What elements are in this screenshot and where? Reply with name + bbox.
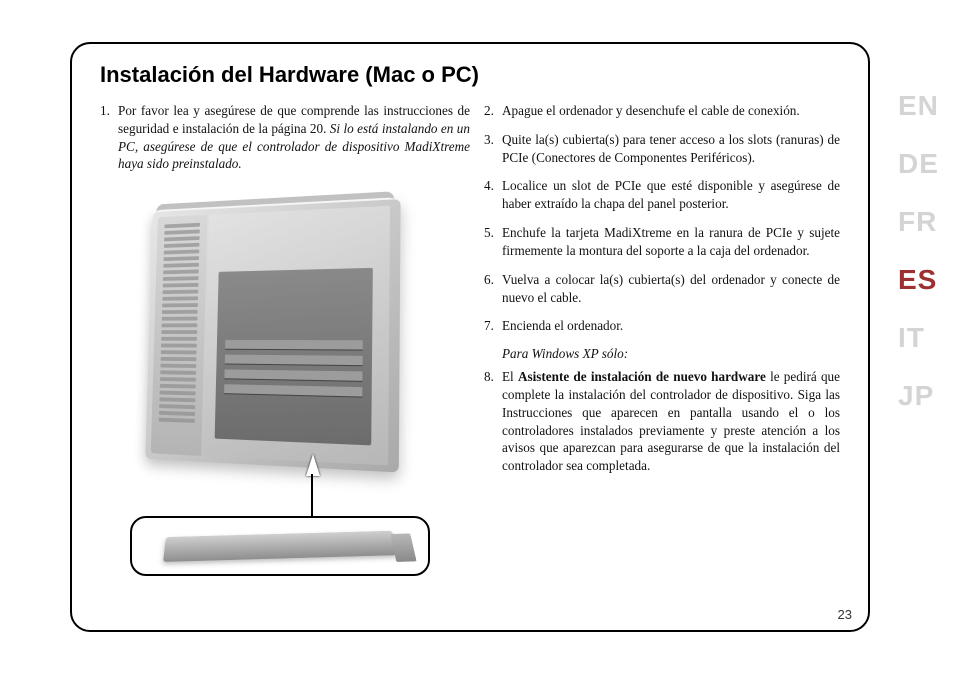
step-number: 3. xyxy=(484,131,502,167)
pcie-card-callout xyxy=(130,516,430,576)
arrow-up-icon xyxy=(306,454,320,476)
step-number: 7. xyxy=(484,317,502,335)
step-number: 1. xyxy=(100,102,118,173)
step-7: 7. Encienda el ordenador. xyxy=(484,317,840,335)
step-5: 5. Enchufe la tarjeta MadiXtreme en la r… xyxy=(484,224,840,260)
lang-tab-jp[interactable]: JP xyxy=(898,380,934,412)
left-column: 1. Por favor lea y asegúrese de que comp… xyxy=(100,102,470,584)
step-1: 1. Por favor lea y asegúrese de que comp… xyxy=(100,102,470,173)
step-8: 8. El Asistente de instalación de nuevo … xyxy=(484,368,840,475)
step-text: Encienda el ordenador. xyxy=(502,317,840,335)
step8-part-c: le pedirá que complete la instalación de… xyxy=(502,369,840,473)
step-3: 3. Quite la(s) cubierta(s) para tener ac… xyxy=(484,131,840,167)
pcie-card-illustration xyxy=(163,531,397,562)
step8-bold: Asistente de instalación de nuevo hardwa… xyxy=(518,369,766,384)
step-text: El Asistente de instalación de nuevo har… xyxy=(502,368,840,475)
step-text: Localice un slot de PCIe que esté dispon… xyxy=(502,177,840,213)
lang-tab-fr[interactable]: FR xyxy=(898,206,937,238)
lang-tab-es[interactable]: ES xyxy=(898,264,937,296)
step-number: 6. xyxy=(484,271,502,307)
language-tabs: EN DE FR ES IT JP xyxy=(884,90,954,412)
page-number: 23 xyxy=(838,607,852,622)
step-text: Vuelva a colocar la(s) cubierta(s) del o… xyxy=(502,271,840,307)
step8-part-a: El xyxy=(502,369,518,384)
callout-line xyxy=(311,474,313,516)
page-frame: Instalación del Hardware (Mac o PC) 1. P… xyxy=(70,42,870,632)
step-text: Apague el ordenador y desenchufe el cabl… xyxy=(502,102,840,120)
page-title: Instalación del Hardware (Mac o PC) xyxy=(100,62,840,88)
right-column: 2. Apague el ordenador y desenchufe el c… xyxy=(484,102,840,584)
lang-tab-de[interactable]: DE xyxy=(898,148,939,180)
hardware-figure xyxy=(130,184,460,584)
step-2: 2. Apague el ordenador y desenchufe el c… xyxy=(484,102,840,120)
computer-tower-illustration xyxy=(145,199,400,472)
step-number: 5. xyxy=(484,224,502,260)
step-number: 2. xyxy=(484,102,502,120)
step-text: Por favor lea y asegúrese de que compren… xyxy=(118,102,470,173)
step-number: 8. xyxy=(484,368,502,475)
step-text: Enchufe la tarjeta MadiXtreme en la ranu… xyxy=(502,224,840,260)
step-4: 4. Localice un slot de PCIe que esté dis… xyxy=(484,177,840,213)
step-text: Quite la(s) cubierta(s) para tener acces… xyxy=(502,131,840,167)
windows-xp-subheading: Para Windows XP sólo: xyxy=(502,346,840,362)
lang-tab-it[interactable]: IT xyxy=(898,322,925,354)
lang-tab-en[interactable]: EN xyxy=(898,90,939,122)
step-6: 6. Vuelva a colocar la(s) cubierta(s) de… xyxy=(484,271,840,307)
step-number: 4. xyxy=(484,177,502,213)
content-columns: 1. Por favor lea y asegúrese de que comp… xyxy=(100,102,840,584)
